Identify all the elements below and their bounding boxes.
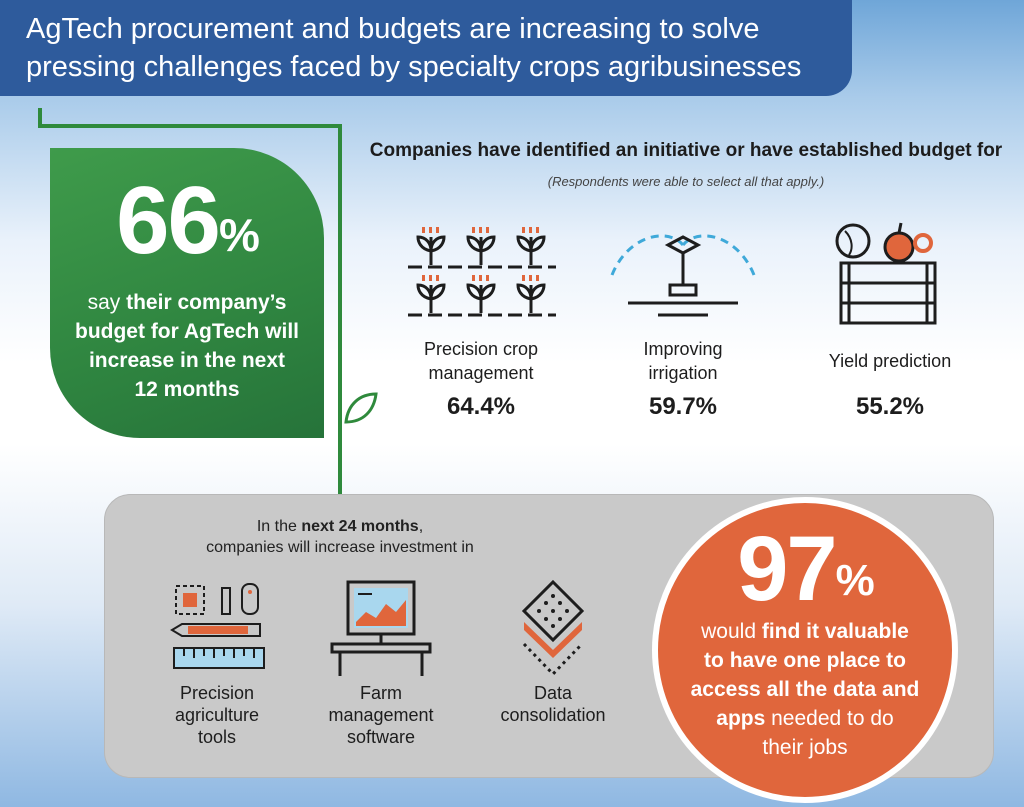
investment-data-consolidation: Data consolidation [478, 578, 628, 726]
initiative-value: 55.2% [855, 393, 925, 420]
initiative-label: Precision crop management [423, 339, 539, 383]
initiatives-title: Companies have identified an initiative … [369, 140, 1003, 161]
initiative-precision-crop: Precision crop management 64.4% [396, 215, 566, 421]
vine-line-vertical [338, 124, 342, 494]
computer-desk-icon [306, 578, 456, 682]
data-layers-icon [478, 578, 628, 682]
budget-increase-card: 66% say their company’s budget for AgTec… [50, 148, 324, 438]
investment-farm-software: Farm management software [306, 578, 456, 748]
initiative-label: Improving irrigation [643, 339, 723, 383]
initiatives-subtitle: (Respondents were able to select all tha… [547, 174, 825, 189]
investment-label: Data consolidation [500, 683, 606, 725]
vine-line-horizontal [38, 124, 342, 128]
investment-precision-tools: Precision agriculture tools [142, 578, 292, 748]
seedlings-icon [396, 215, 566, 335]
leaf-icon [344, 392, 378, 424]
value-stat-circle: 97% would find it valuable to have one p… [652, 497, 958, 803]
initiative-irrigation: Improving irrigation 59.7% [598, 215, 768, 421]
tools-icon [142, 578, 292, 682]
value-stat-text: would find it valuable to have one place… [690, 620, 920, 759]
budget-increase-value: 66% [116, 167, 260, 274]
initiative-label: Yield prediction [828, 351, 952, 371]
title-banner: AgTech procurement and budgets are incre… [0, 0, 852, 96]
investment-heading: In the next 24 months, companies will in… [206, 518, 474, 556]
sprinkler-icon [598, 215, 768, 335]
value-stat-number: 97% [737, 518, 874, 620]
vine-line-top [38, 108, 42, 128]
budget-increase-text: say their company’s budget for AgTech wi… [75, 291, 299, 401]
initiative-value: 64.4% [446, 393, 516, 420]
produce-crate-icon [805, 215, 975, 335]
investment-label: Farm management software [328, 683, 434, 747]
initiative-value: 59.7% [648, 393, 718, 420]
investment-label: Precision agriculture tools [174, 683, 260, 747]
initiative-yield-prediction: Yield prediction 55.2% [805, 215, 975, 421]
page-title: AgTech procurement and budgets are incre… [26, 13, 802, 83]
